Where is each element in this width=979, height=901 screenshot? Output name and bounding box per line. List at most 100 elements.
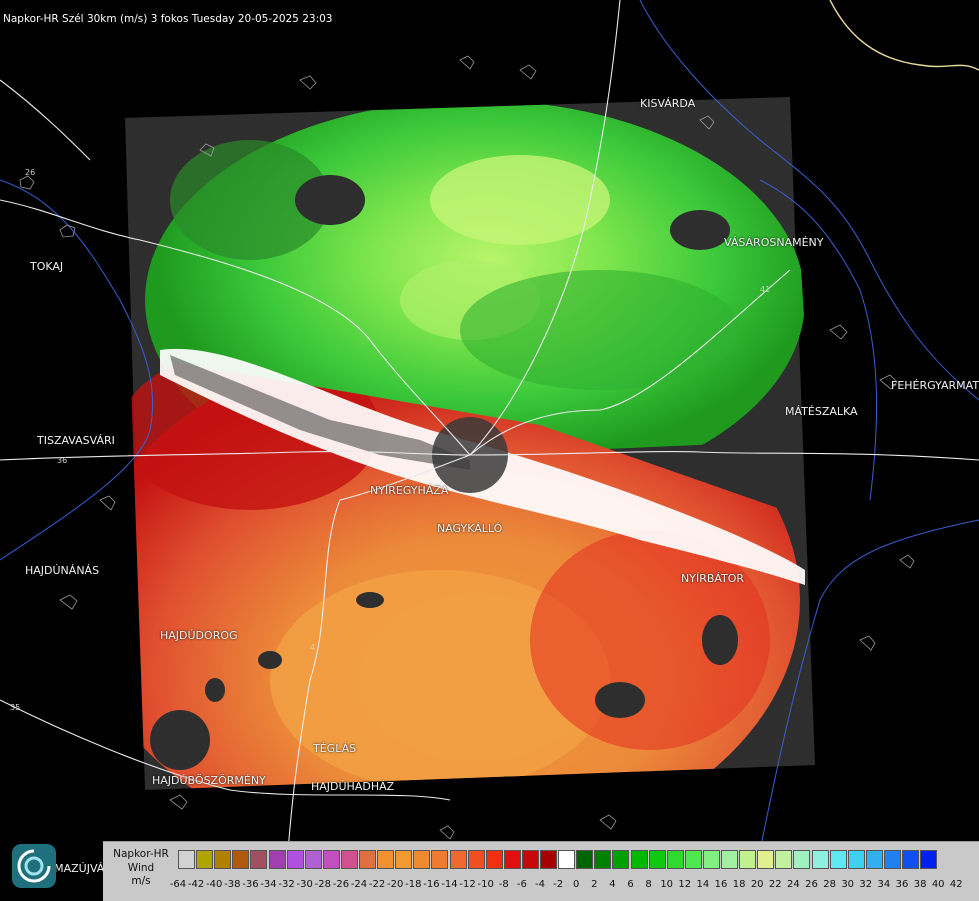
country-border <box>829 0 979 71</box>
legend-swatch <box>377 850 395 869</box>
legend-swatch <box>702 850 720 869</box>
legend-swatch <box>359 850 376 869</box>
legend-tick-label: 36 <box>895 879 909 890</box>
legend-tick-label: 40 <box>931 879 945 890</box>
city-label: MÁTÉSZALKA <box>785 405 858 418</box>
legend-tick-label: -12 <box>459 879 476 890</box>
legend-tick-label: 0 <box>573 879 580 890</box>
legend-title: Napkor-HR Wind m/s <box>113 848 169 887</box>
road-number-35: 35 <box>10 703 20 712</box>
legend-tick-label: 8 <box>645 879 652 890</box>
city-label: KISVÁRDA <box>640 97 696 110</box>
city-label: HAJDÚHADHÁZ <box>311 780 395 793</box>
legend-tick-label: 34 <box>877 879 891 890</box>
legend-tick-label: 28 <box>823 879 836 890</box>
city-label: TÉGLÁS <box>313 742 357 755</box>
legend-swatch <box>775 850 793 869</box>
legend-tick-label: 30 <box>841 879 855 890</box>
city-label: HAJDÚDOROG <box>160 629 238 642</box>
legend-tick-label: -40 <box>206 879 223 890</box>
legend-tick-label: -30 <box>296 879 313 890</box>
legend-swatch <box>214 850 232 869</box>
road-number-26: 26 <box>25 168 35 177</box>
legend-tick-label: 18 <box>732 879 746 890</box>
legend-swatch <box>648 850 666 869</box>
legend-tick-label: -4 <box>535 879 545 890</box>
legend-swatch <box>612 850 630 869</box>
legend-tick-label: -42 <box>187 879 205 890</box>
city-label: NAGYKÁLLÓ <box>437 522 503 535</box>
legend-swatch <box>721 850 738 869</box>
legend-tick-label: 16 <box>714 879 728 890</box>
legend-tick-label: -34 <box>260 879 277 890</box>
legend-swatch <box>196 850 214 869</box>
legend-swatch <box>467 850 485 869</box>
legend-tick-label: 4 <box>609 879 616 890</box>
legend-swatch <box>883 850 901 869</box>
legend-swatch <box>757 850 775 869</box>
legend-swatch <box>594 850 612 869</box>
city-label: FEHÉRGYARMAT <box>891 379 979 392</box>
legend-swatch <box>340 850 358 869</box>
velocity-legend: Napkor-HR Wind m/s -64 -42 -40 -38 -36 -34 -32… <box>103 841 979 901</box>
legend-tick-label: -2 <box>553 879 564 890</box>
legend-swatch <box>829 850 847 869</box>
city-label: NYÍREGYHÁZA <box>370 484 449 497</box>
legend-tick-label: 24 <box>787 879 800 890</box>
legend-tick-label: -20 <box>387 879 404 890</box>
city-label: NYÍRBÁTOR <box>681 572 745 585</box>
legend-tick-label: -14 <box>441 879 458 890</box>
city-label: LMAZÚJVÁR <box>48 862 112 875</box>
legend-tick-label: -22 <box>368 879 386 890</box>
legend-swatch <box>902 850 919 869</box>
legend-swatch <box>739 850 757 869</box>
legend-swatch <box>178 850 195 869</box>
legend-tick-label: 12 <box>678 879 692 890</box>
legend-tick-label: 10 <box>660 879 674 890</box>
legend-tick-label: 42 <box>949 879 963 890</box>
legend-tick-label: 6 <box>627 879 634 890</box>
legend-tick-label: 38 <box>913 879 927 890</box>
city-label: TISZAVASVÁRI <box>37 434 115 447</box>
legend-swatch <box>304 850 322 869</box>
map-title: Napkor-HR Szél 30km (m/s) 3 fokos Tuesda… <box>3 13 333 25</box>
legend-tick-label: -32 <box>278 879 295 890</box>
legend-swatch <box>558 850 576 869</box>
napkor-logo-icon <box>12 844 56 888</box>
legend-swatch <box>250 850 268 869</box>
legend-tick-label: -24 <box>350 879 368 890</box>
legend-tick-label: -64 <box>169 879 187 890</box>
legend-swatch <box>413 850 431 869</box>
legend-tick-label: 20 <box>750 879 764 890</box>
city-label: HAJDÚBÖSZÖRMÉNY <box>152 774 266 787</box>
legend-swatch <box>811 850 829 869</box>
legend-swatch <box>485 850 503 869</box>
legend-swatch <box>793 850 811 869</box>
legend-swatch <box>684 850 702 869</box>
legend-tick-label: -18 <box>405 879 422 890</box>
road-4 <box>284 454 471 900</box>
road-41 <box>469 269 791 456</box>
legend-tick-label: -38 <box>224 879 241 890</box>
legend-swatch <box>630 850 648 869</box>
legend-tick-label: -28 <box>314 879 331 890</box>
legend-swatch <box>920 850 938 869</box>
legend-swatch <box>431 850 449 869</box>
legend-swatch <box>666 850 684 869</box>
road-number-4: 4 <box>310 643 315 652</box>
legend-tick-label: 26 <box>805 879 818 890</box>
legend-swatch <box>576 850 594 869</box>
legend-swatch <box>395 850 413 869</box>
legend-tick-label: 22 <box>768 879 782 890</box>
legend-swatch <box>521 850 539 869</box>
legend-tick-label: -36 <box>242 879 259 890</box>
legend-swatch <box>286 850 304 869</box>
legend-tick-label: -10 <box>477 879 494 890</box>
legend-tick-label: -8 <box>498 879 509 890</box>
legend-swatch <box>865 850 883 869</box>
river-tisza <box>0 179 154 561</box>
legend-tick-label: -26 <box>332 879 350 890</box>
legend-swatch <box>540 850 557 869</box>
legend-tick-label: -16 <box>423 879 440 890</box>
